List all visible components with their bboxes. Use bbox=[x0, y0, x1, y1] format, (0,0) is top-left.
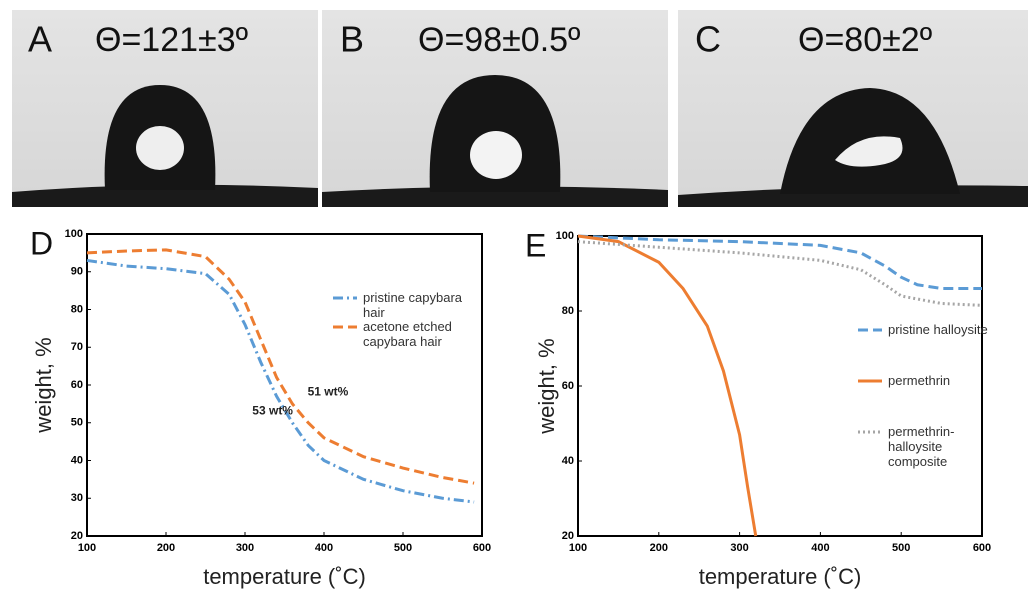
plot-frame bbox=[86, 233, 483, 537]
x-tick-label: 500 bbox=[892, 542, 910, 554]
contact-angle: Θ=80±2º bbox=[798, 21, 932, 59]
y-tick-label: 20 bbox=[562, 530, 574, 542]
series-line bbox=[86, 258, 475, 504]
y-tick-label: 70 bbox=[71, 341, 83, 353]
panel-letter: C bbox=[695, 19, 721, 60]
legend-label: permethrin bbox=[888, 373, 951, 388]
y-axis-label: weight, % bbox=[534, 338, 559, 434]
y-tick-label: 20 bbox=[71, 530, 83, 542]
panel-letter: E bbox=[525, 227, 546, 263]
x-tick-label: 400 bbox=[811, 542, 829, 554]
x-tick-label: 400 bbox=[315, 542, 333, 554]
legend-label: acetone etched capybara hair bbox=[363, 319, 452, 349]
contact-angle: Θ=98±0.5º bbox=[418, 21, 580, 59]
y-tick-label: 100 bbox=[65, 228, 83, 240]
y-tick-label: 40 bbox=[71, 454, 83, 466]
photo-c bbox=[678, 10, 1028, 207]
series-line bbox=[577, 234, 758, 537]
x-tick-label: 100 bbox=[78, 542, 96, 554]
x-tick-label: 500 bbox=[394, 542, 412, 554]
y-tick-label: 80 bbox=[71, 303, 83, 315]
x-axis-label: temperature (˚C) bbox=[203, 564, 366, 589]
panel-letter: A bbox=[28, 19, 52, 60]
x-tick-label: 200 bbox=[650, 542, 668, 554]
y-tick-label: 60 bbox=[71, 379, 83, 391]
panel-letter: D bbox=[30, 225, 53, 261]
photo-b bbox=[322, 10, 668, 207]
annotation: 53 wt% bbox=[252, 404, 293, 418]
x-axis-label: temperature (˚C) bbox=[699, 564, 862, 589]
y-tick-label: 50 bbox=[71, 417, 83, 429]
x-tick-label: 600 bbox=[473, 542, 491, 554]
panel-letter: B bbox=[340, 19, 364, 60]
x-tick-label: 300 bbox=[730, 542, 748, 554]
y-axis-label: weight, % bbox=[31, 337, 56, 433]
annotation: 51 wt% bbox=[308, 385, 349, 399]
y-tick-label: 30 bbox=[71, 492, 83, 504]
x-tick-label: 200 bbox=[157, 542, 175, 554]
series-line bbox=[577, 240, 983, 307]
y-tick-label: 90 bbox=[71, 266, 83, 278]
x-tick-label: 300 bbox=[236, 542, 254, 554]
series-line bbox=[577, 234, 982, 290]
y-tick-label: 100 bbox=[556, 230, 574, 242]
contact-angle: Θ=121±3º bbox=[95, 21, 248, 59]
legend-label: permethrin-halloysite composite bbox=[888, 424, 955, 469]
x-tick-label: 600 bbox=[973, 542, 991, 554]
photo-a bbox=[12, 10, 318, 207]
series-line bbox=[86, 248, 475, 485]
legend-label: pristine capybara hair bbox=[363, 290, 462, 320]
y-tick-label: 40 bbox=[562, 455, 574, 467]
x-tick-label: 100 bbox=[569, 542, 587, 554]
y-tick-label: 80 bbox=[562, 305, 574, 317]
legend-label: pristine halloysite bbox=[888, 322, 988, 337]
y-tick-label: 60 bbox=[562, 380, 574, 392]
